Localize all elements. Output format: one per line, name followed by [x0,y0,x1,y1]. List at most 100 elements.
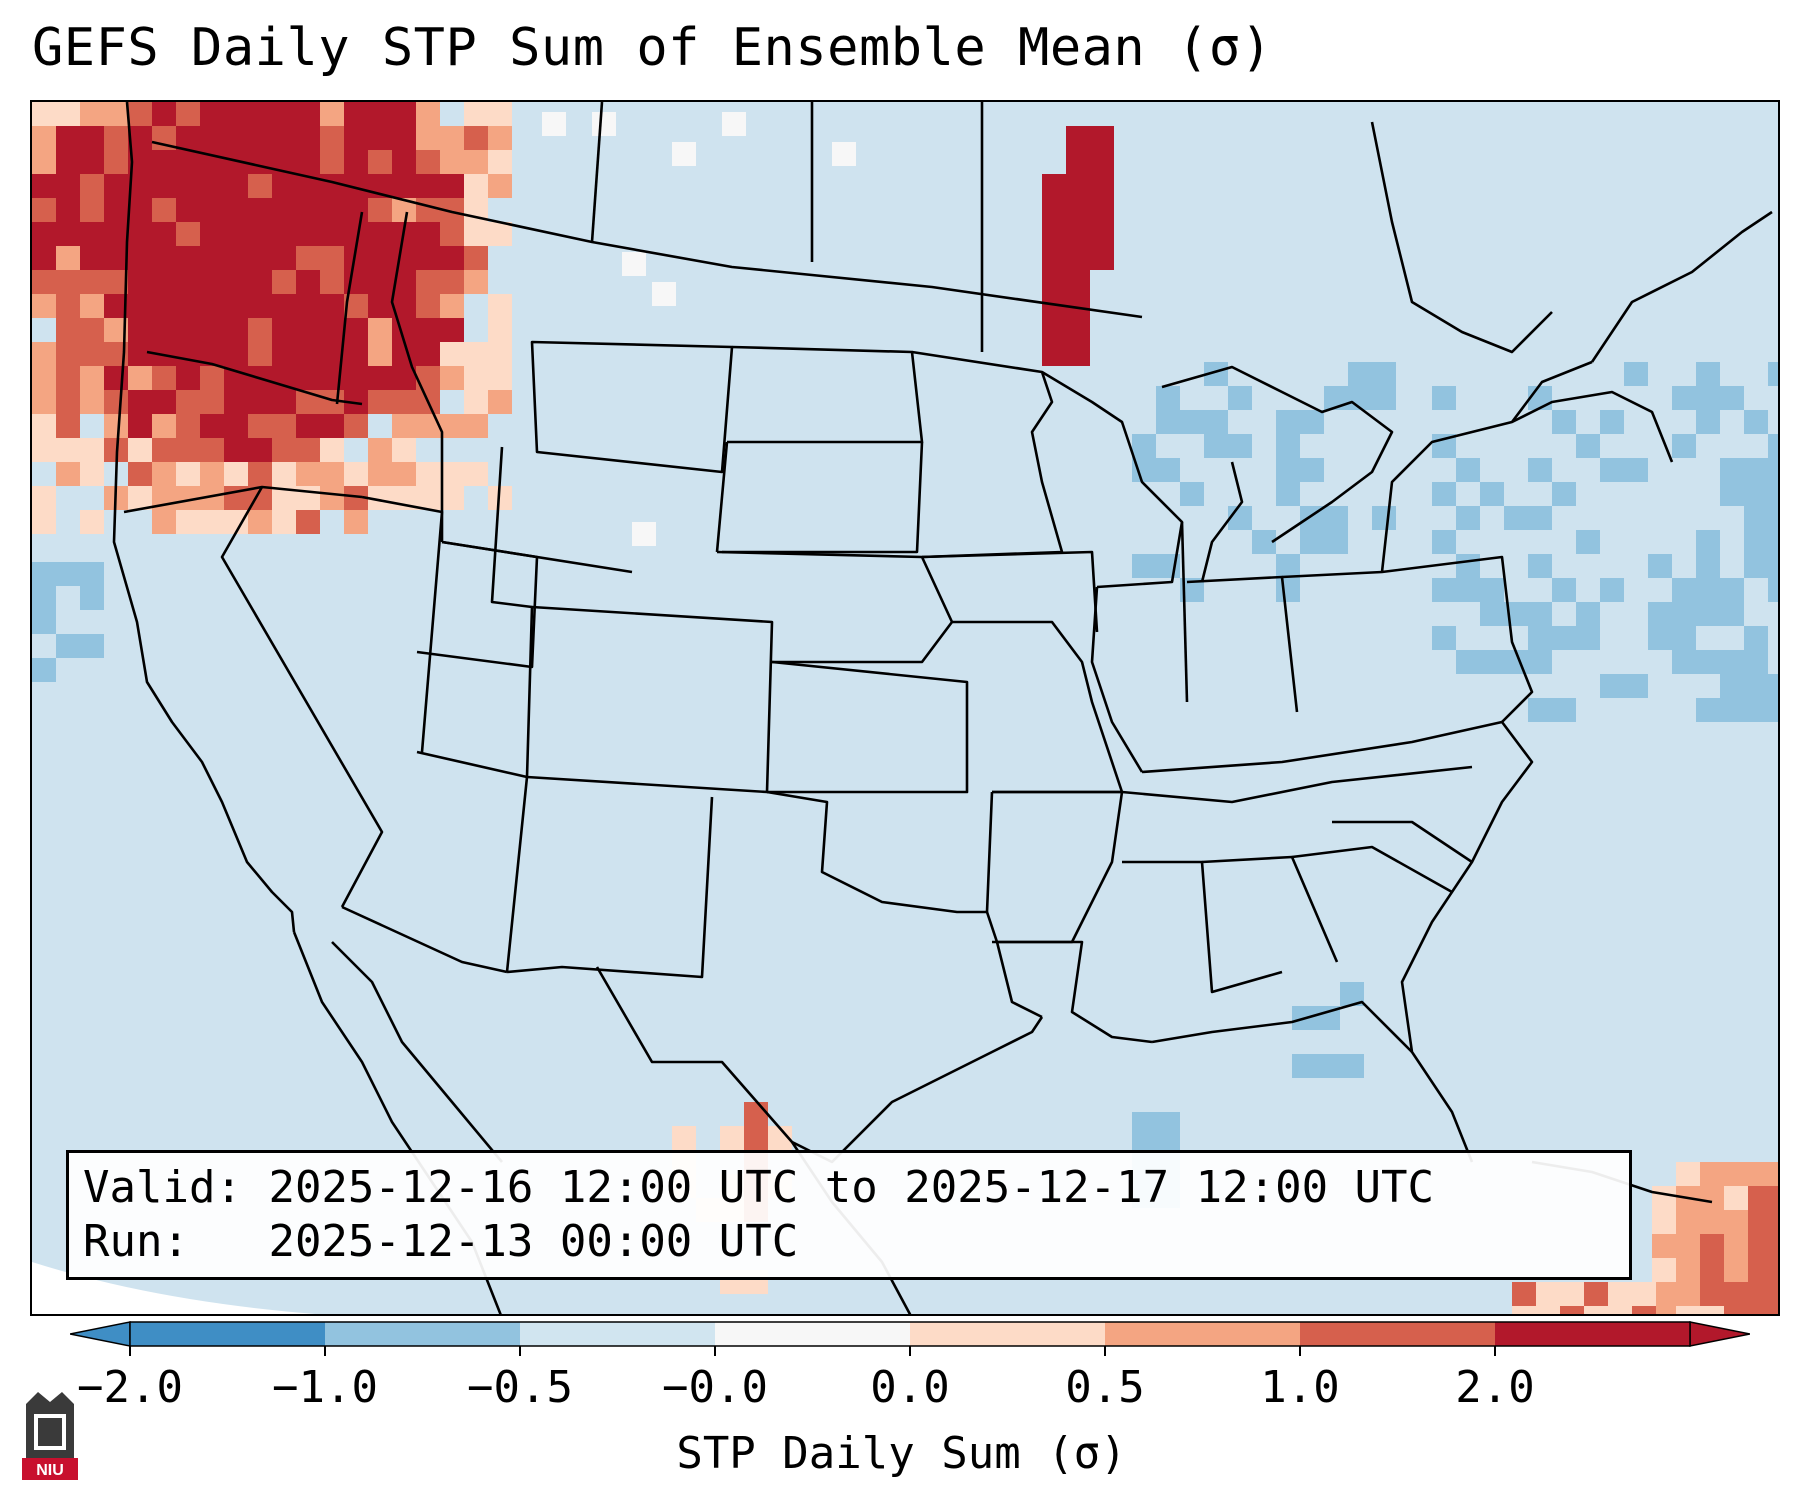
anomaly-cell [416,486,440,510]
anomaly-cell [1748,1258,1772,1282]
anomaly-cell [1042,174,1066,198]
anomaly-cell [1348,386,1372,410]
anomaly-cell [56,174,80,198]
anomaly-cell [1576,530,1600,554]
anomaly-cell [440,174,464,198]
anomaly-cell [1156,386,1180,410]
anomaly-cell [622,252,646,276]
anomaly-cell [1672,386,1696,410]
anomaly-cell [1744,650,1768,674]
anomaly-cell [1066,198,1090,222]
anomaly-cell [152,246,176,270]
anomaly-cell [224,246,248,270]
anomaly-cell [1608,1306,1632,1314]
anomaly-cell [1696,578,1720,602]
anomaly-cell [1772,1258,1778,1282]
anomaly-cell [80,562,104,586]
anomaly-cell [1768,530,1778,554]
anomaly-cell [56,318,80,342]
anomaly-cell [1066,318,1090,342]
anomaly-cell [296,318,320,342]
anomaly-cell [1512,1282,1536,1306]
anomaly-cell [464,174,488,198]
anomaly-cell [296,366,320,390]
anomaly-cell [416,318,440,342]
anomaly-cell [152,102,176,126]
anomaly-cell [1432,578,1456,602]
anomaly-cell [1744,410,1768,434]
anomaly-cell [1228,506,1252,530]
anomaly-cell [1700,1162,1724,1186]
anomaly-cell [1748,1234,1772,1258]
anomaly-cell [1676,1210,1700,1234]
anomaly-cell [128,366,152,390]
anomaly-cell [368,318,392,342]
anomaly-cell [176,366,200,390]
colorbar-tick-label: 0.5 [1065,1362,1145,1413]
anomaly-cell [128,126,152,150]
anomaly-cell [200,366,224,390]
anomaly-cell [56,294,80,318]
anomaly-cell [488,174,512,198]
anomaly-cell [272,342,296,366]
anomaly-cell [296,150,320,174]
anomaly-cell [1748,1186,1772,1210]
anomaly-cell [1480,602,1504,626]
anomaly-cell [1720,674,1744,698]
anomaly-cell [1744,530,1768,554]
colorbar-bin [1105,1322,1301,1346]
anomaly-cell [1608,1282,1632,1306]
anomaly-cell [1132,1112,1156,1136]
anomaly-cell [1276,434,1300,458]
colorbar-tick-label: 2.0 [1455,1362,1535,1413]
anomaly-cell [1672,626,1696,650]
anomaly-cell [368,438,392,462]
anomaly-cell [320,414,344,438]
anomaly-cell [488,102,512,126]
anomaly-cell [416,270,440,294]
anomaly-cell [416,102,440,126]
anomaly-cell [1372,506,1396,530]
anomaly-cell [344,150,368,174]
colorbar-bin [130,1322,326,1346]
colorbar-bin [910,1322,1106,1346]
anomaly-cell [80,634,104,658]
anomaly-cell [320,246,344,270]
anomaly-cell [1724,1186,1748,1210]
anomaly-cell [1276,410,1300,434]
anomaly-cell [392,438,416,462]
anomaly-cell [368,246,392,270]
anomaly-cell [1624,362,1648,386]
anomaly-cell [488,390,512,414]
anomaly-cell [440,150,464,174]
anomaly-cell [1676,1258,1700,1282]
anomaly-cell [1672,578,1696,602]
anomaly-cell [1432,482,1456,506]
anomaly-cell [1772,1234,1778,1258]
anomaly-cell [1772,1210,1778,1234]
anomaly-cell [248,414,272,438]
anomaly-cell [320,102,344,126]
anomaly-cell [344,102,368,126]
anomaly-cell [1652,1258,1676,1282]
anomaly-cell [320,438,344,462]
anomaly-cell [272,198,296,222]
anomaly-cell [1090,198,1114,222]
anomaly-cell [296,414,320,438]
anomaly-cell [1672,434,1696,458]
anomaly-cell [176,270,200,294]
anomaly-cell [272,438,296,462]
anomaly-cell [1652,1210,1676,1234]
anomaly-cell [488,222,512,246]
anomaly-cell [200,390,224,414]
anomaly-cell [56,562,80,586]
anomaly-cell [248,462,272,486]
anomaly-cell [104,198,128,222]
anomaly-cell [152,366,176,390]
anomaly-cell [1700,1210,1724,1234]
anomaly-cell [392,174,416,198]
anomaly-cell [1648,626,1672,650]
anomaly-cell [1528,386,1552,410]
map-title: GEFS Daily STP Sum of Ensemble Mean (σ) [32,18,1273,78]
colorbar-tick-label: 0.0 [870,1362,950,1413]
